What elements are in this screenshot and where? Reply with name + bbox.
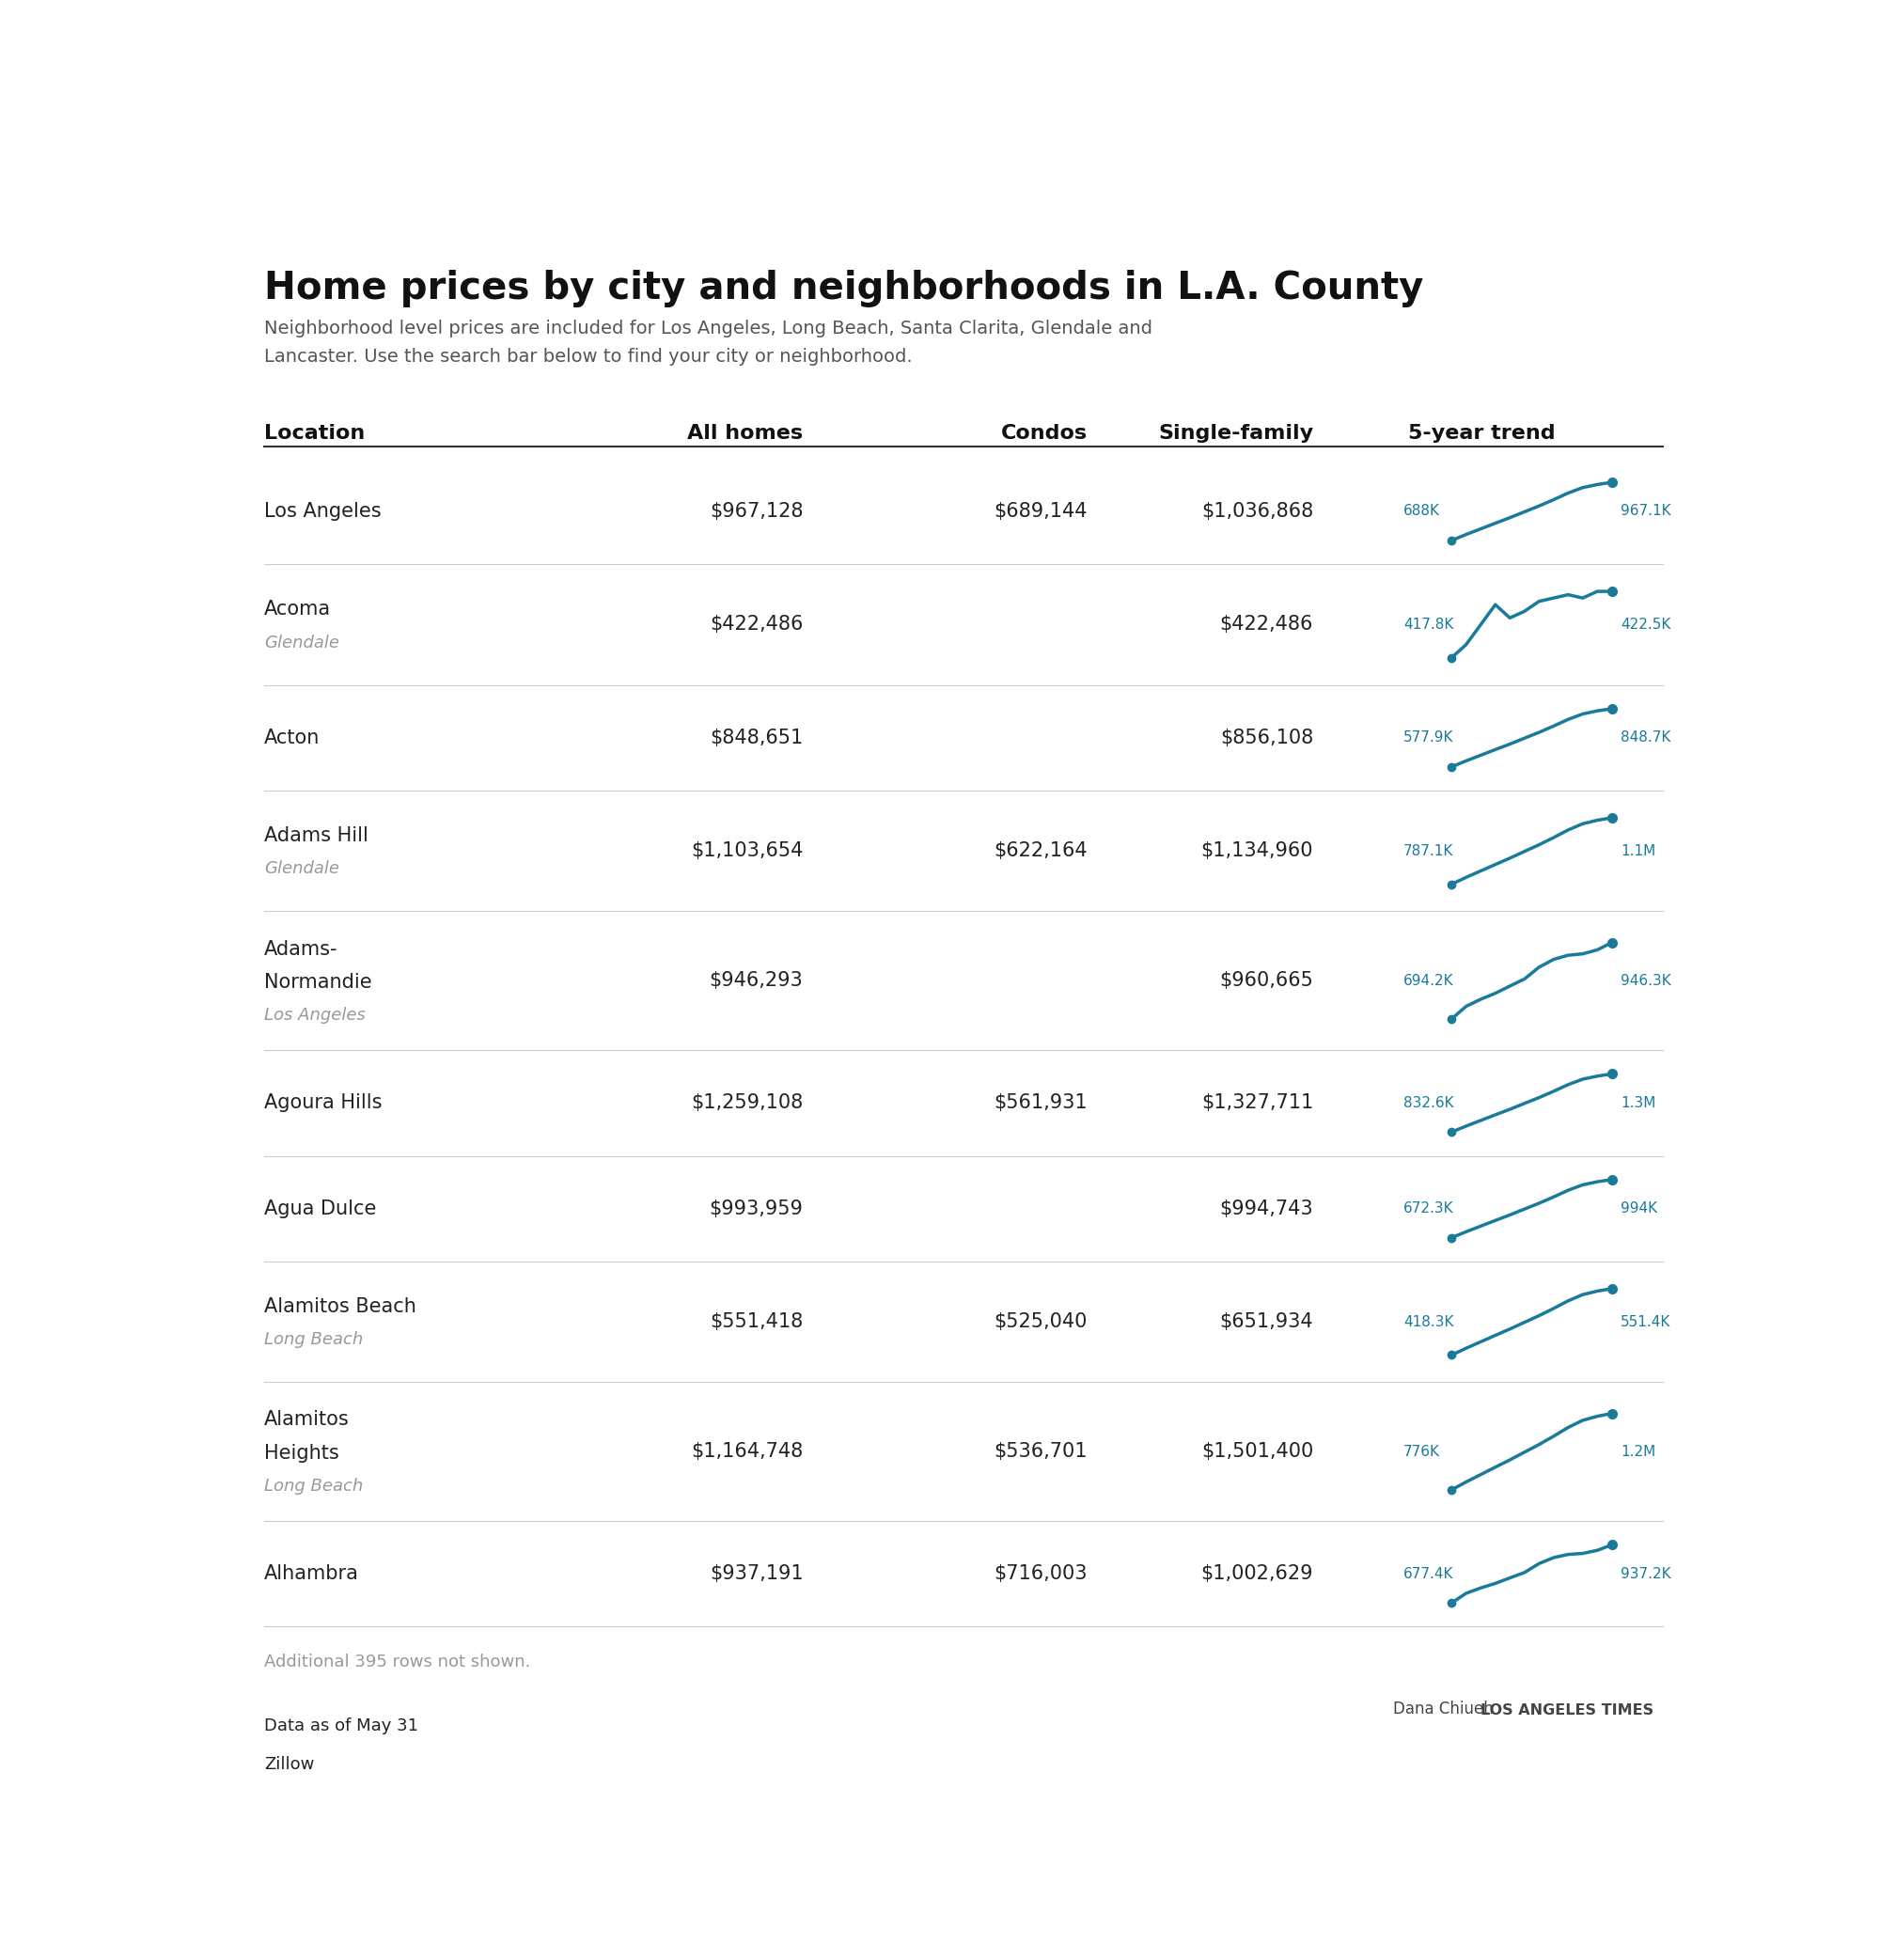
Text: $967,128: $967,128 (709, 502, 803, 521)
Text: $1,501,400: $1,501,400 (1201, 1443, 1312, 1460)
Text: $551,418: $551,418 (711, 1313, 803, 1331)
Text: 688K: 688K (1404, 504, 1440, 519)
Text: 832.6K: 832.6K (1404, 1096, 1453, 1109)
Text: Alhambra: Alhambra (263, 1564, 359, 1584)
Text: 1.3M: 1.3M (1621, 1096, 1656, 1109)
Text: $993,959: $993,959 (709, 1200, 803, 1217)
Text: 551.4K: 551.4K (1621, 1315, 1671, 1329)
Text: $1,036,868: $1,036,868 (1201, 502, 1312, 521)
Text: Glendale: Glendale (263, 860, 338, 878)
Text: $536,701: $536,701 (995, 1443, 1087, 1460)
Text: Los Angeles: Los Angeles (263, 502, 382, 521)
Text: Home prices by city and neighborhoods in L.A. County: Home prices by city and neighborhoods in… (263, 270, 1423, 308)
Text: 418.3K: 418.3K (1404, 1315, 1453, 1329)
Text: $422,486: $422,486 (711, 615, 803, 633)
Text: $856,108: $856,108 (1220, 729, 1312, 747)
Text: Acton: Acton (263, 729, 320, 747)
Text: 787.1K: 787.1K (1404, 845, 1453, 858)
Text: 672.3K: 672.3K (1404, 1201, 1453, 1215)
Text: $1,327,711: $1,327,711 (1201, 1094, 1312, 1113)
Text: $1,164,748: $1,164,748 (692, 1443, 803, 1460)
Text: Heights: Heights (263, 1445, 338, 1462)
Text: $1,259,108: $1,259,108 (692, 1094, 803, 1113)
Text: 577.9K: 577.9K (1404, 731, 1453, 745)
Text: $946,293: $946,293 (709, 972, 803, 990)
Text: 937.2K: 937.2K (1621, 1566, 1671, 1582)
Text: $1,103,654: $1,103,654 (692, 841, 803, 860)
Text: Data as of May 31: Data as of May 31 (263, 1717, 417, 1735)
Text: 422.5K: 422.5K (1621, 617, 1671, 631)
Text: Agoura Hills: Agoura Hills (263, 1094, 382, 1113)
Text: $716,003: $716,003 (995, 1564, 1087, 1584)
Text: All homes: All homes (688, 423, 803, 443)
Text: Zillow: Zillow (263, 1756, 314, 1774)
Text: 848.7K: 848.7K (1621, 731, 1671, 745)
Text: Location: Location (263, 423, 365, 443)
Text: Additional 395 rows not shown.: Additional 395 rows not shown. (263, 1654, 530, 1670)
Text: 677.4K: 677.4K (1404, 1566, 1453, 1582)
Text: 1.2M: 1.2M (1621, 1445, 1656, 1458)
Text: Long Beach: Long Beach (263, 1478, 363, 1495)
Text: $561,931: $561,931 (995, 1094, 1087, 1113)
Text: $1,134,960: $1,134,960 (1201, 841, 1312, 860)
Text: LOS ANGELES TIMES: LOS ANGELES TIMES (1481, 1703, 1654, 1717)
Text: Long Beach: Long Beach (263, 1331, 363, 1348)
Text: Los Angeles: Los Angeles (263, 1007, 365, 1023)
Text: $1,002,629: $1,002,629 (1201, 1564, 1312, 1584)
Text: $960,665: $960,665 (1220, 972, 1312, 990)
Text: $651,934: $651,934 (1220, 1313, 1312, 1331)
Text: $689,144: $689,144 (995, 502, 1087, 521)
Text: Glendale: Glendale (263, 635, 338, 651)
Text: Alamitos: Alamitos (263, 1411, 350, 1429)
Text: $848,651: $848,651 (711, 729, 803, 747)
Text: Neighborhood level prices are included for Los Angeles, Long Beach, Santa Clarit: Neighborhood level prices are included f… (263, 319, 1152, 365)
Text: Normandie: Normandie (263, 972, 372, 992)
Text: Adams Hill: Adams Hill (263, 827, 368, 845)
Text: $622,164: $622,164 (995, 841, 1087, 860)
Text: 776K: 776K (1404, 1445, 1440, 1458)
Text: Agua Dulce: Agua Dulce (263, 1200, 376, 1217)
Text: Acoma: Acoma (263, 600, 331, 619)
Text: $422,486: $422,486 (1220, 615, 1312, 633)
Text: $937,191: $937,191 (709, 1564, 803, 1584)
Text: Alamitos Beach: Alamitos Beach (263, 1298, 415, 1315)
Text: 946.3K: 946.3K (1621, 974, 1671, 988)
Text: Single-family: Single-family (1158, 423, 1312, 443)
Text: Dana Chiueh: Dana Chiueh (1393, 1701, 1504, 1717)
Text: 967.1K: 967.1K (1621, 504, 1671, 519)
Text: Adams-: Adams- (263, 939, 338, 958)
Text: $525,040: $525,040 (995, 1313, 1087, 1331)
Text: $994,743: $994,743 (1220, 1200, 1312, 1217)
Text: 5-year trend: 5-year trend (1408, 423, 1555, 443)
Text: Condos: Condos (1000, 423, 1087, 443)
Text: 994K: 994K (1621, 1201, 1658, 1215)
Text: 694.2K: 694.2K (1404, 974, 1453, 988)
Text: 1.1M: 1.1M (1621, 845, 1656, 858)
Text: 417.8K: 417.8K (1404, 617, 1453, 631)
